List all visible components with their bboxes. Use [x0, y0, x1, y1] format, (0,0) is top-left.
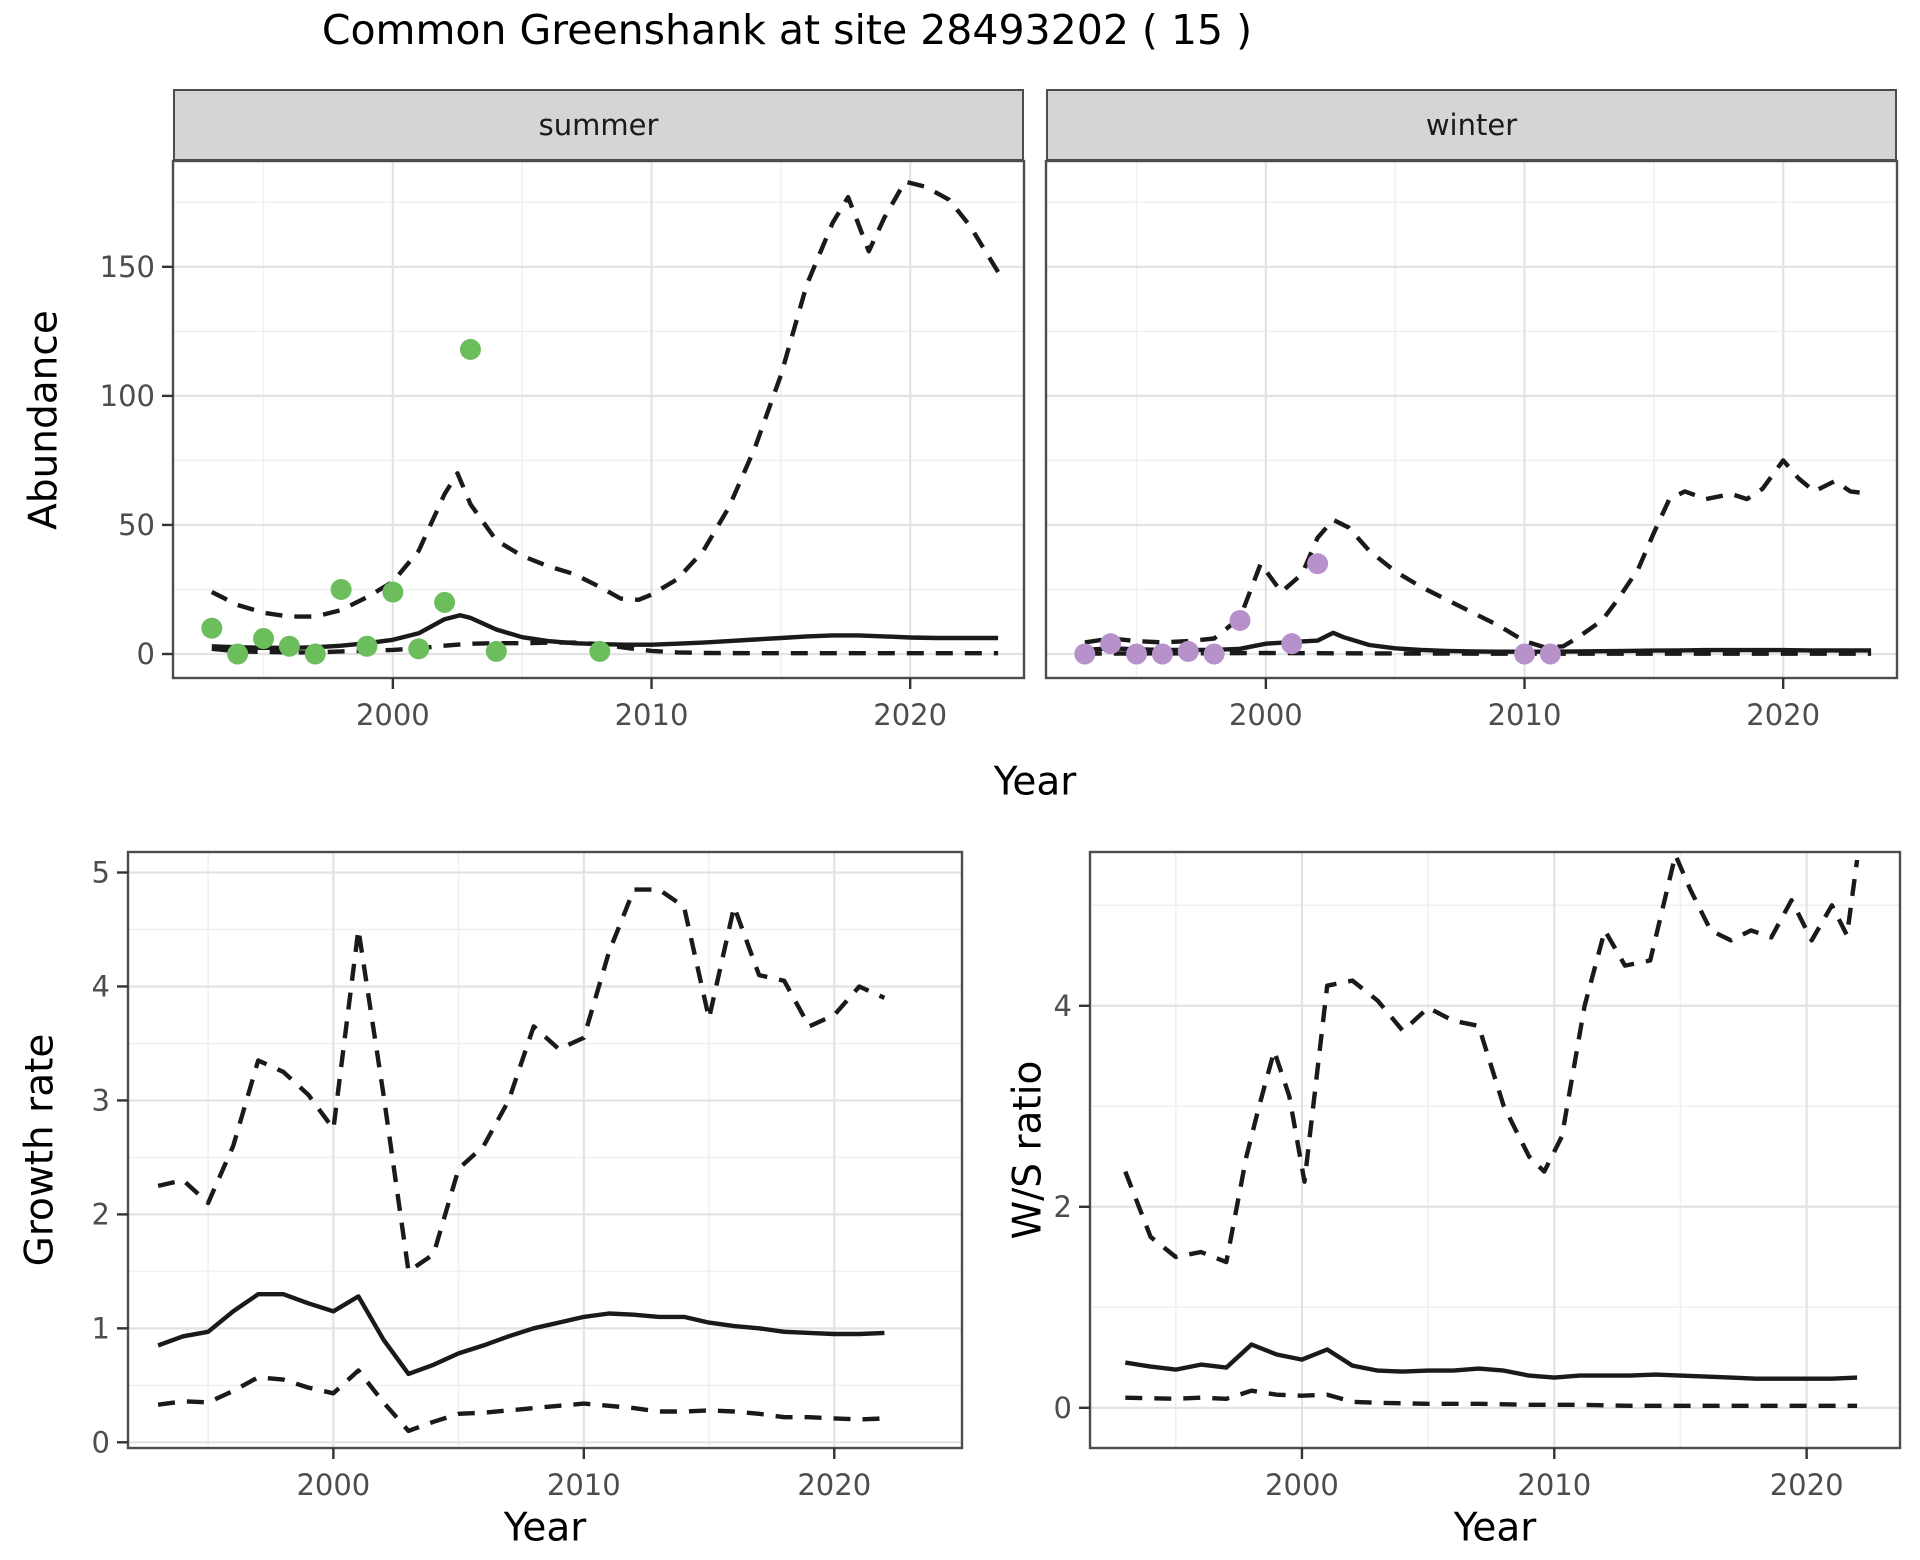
chart-title: Common Greenshank at site 28493202 ( 15 …	[321, 6, 1253, 54]
y-tick-label: 4	[92, 969, 110, 1003]
panel-border	[1044, 159, 1899, 680]
observation-point	[356, 635, 378, 657]
x-tick-label: 2000	[296, 1468, 370, 1502]
observation-point	[1539, 643, 1561, 665]
observation-point	[1281, 633, 1303, 655]
y-axis-title-growth-rate: Growth rate	[17, 1033, 63, 1267]
observation-point	[1229, 609, 1251, 631]
y-axis-title-abundance: Abundance	[21, 310, 67, 530]
x-axis-title-year-ws: Year	[1453, 1505, 1537, 1551]
x-tick-label: 2020	[1770, 1468, 1844, 1502]
x-tick-label: 2010	[547, 1468, 621, 1502]
observation-point	[1074, 643, 1096, 665]
y-tick-label: 4	[1054, 989, 1072, 1023]
y-tick-label: 0	[1054, 1391, 1072, 1425]
series-median	[1124, 1342, 1858, 1381]
y-tick-label: 50	[118, 508, 155, 542]
observation-point	[434, 591, 456, 613]
x-axis-title-year-top: Year	[993, 759, 1077, 805]
observation-point	[1203, 643, 1225, 665]
observation-point	[253, 628, 275, 650]
observation-point	[1307, 553, 1329, 575]
x-axis-title-year-growth: Year	[503, 1505, 587, 1551]
y-tick-label: 5	[92, 856, 110, 890]
observation-point	[278, 635, 300, 657]
panel-background	[1090, 852, 1900, 1448]
x-tick-label: 2000	[1265, 1468, 1339, 1502]
observation-point	[1100, 633, 1122, 655]
facet-strip-summer-label: summer	[538, 108, 659, 142]
x-tick-label: 2000	[356, 698, 430, 732]
x-tick-label: 2010	[1517, 1468, 1591, 1502]
series-lower-ci	[211, 640, 999, 656]
y-tick-label: 0	[137, 637, 155, 671]
observation-point	[382, 581, 404, 603]
facet-strip-winter: winter	[1046, 89, 1897, 161]
series-upper-ci	[1123, 852, 1860, 1265]
panel-border	[171, 159, 1026, 680]
x-tick-label: 2020	[1746, 698, 1820, 732]
y-tick-label: 2	[1054, 1190, 1072, 1224]
observation-point	[304, 643, 326, 665]
y-tick-label: 0	[92, 1425, 110, 1459]
facet-strip-summer: summer	[173, 89, 1024, 161]
series-upper-ci	[210, 179, 1000, 619]
observation-point	[227, 643, 249, 665]
series-upper-ci	[157, 887, 886, 1274]
observation-point	[330, 578, 352, 600]
observation-point	[459, 338, 481, 360]
panel-border	[1088, 850, 1902, 1450]
panel-background	[1046, 161, 1897, 678]
observation-point	[201, 617, 223, 639]
y-tick-label: 1	[92, 1311, 110, 1345]
panel-border	[126, 850, 964, 1450]
observation-point	[589, 640, 611, 662]
observation-point	[485, 640, 507, 662]
observation-point	[1151, 643, 1173, 665]
series-median	[211, 613, 999, 650]
observation-point	[1177, 640, 1199, 662]
y-tick-label: 3	[92, 1083, 110, 1117]
y-tick-label: 2	[92, 1197, 110, 1231]
x-tick-label: 2020	[873, 698, 947, 732]
x-tick-label: 2010	[615, 698, 689, 732]
y-tick-label: 150	[100, 250, 155, 284]
panel-background	[173, 161, 1024, 678]
series-lower-ci	[157, 1368, 885, 1434]
y-axis-title-ws-ratio: W/S ratio	[1005, 1060, 1051, 1240]
panel-background	[128, 852, 962, 1448]
y-tick-label: 100	[100, 379, 155, 413]
x-tick-label: 2020	[797, 1468, 871, 1502]
x-tick-label: 2010	[1488, 698, 1562, 732]
x-tick-label: 2000	[1229, 698, 1303, 732]
observation-point	[408, 638, 430, 660]
facet-strip-winter-label: winter	[1425, 108, 1518, 142]
series-upper-ci	[1084, 458, 1872, 650]
series-median	[157, 1291, 885, 1377]
observation-point	[1514, 643, 1536, 665]
observation-point	[1126, 643, 1148, 665]
